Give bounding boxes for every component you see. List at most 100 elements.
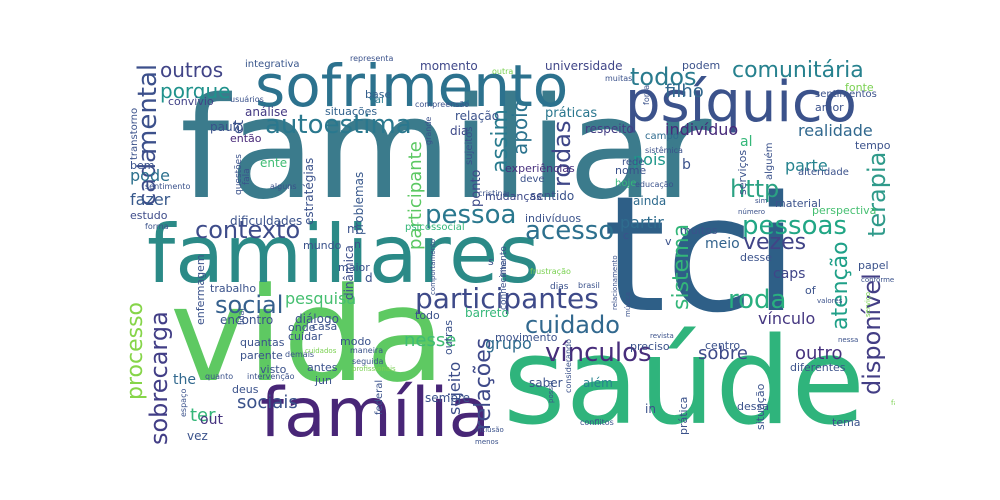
- word-considerando: considerando: [564, 339, 573, 393]
- word-d: d: [365, 271, 373, 285]
- word-c: c: [623, 229, 630, 242]
- word-deve: deve: [520, 174, 545, 185]
- word-revista: revista: [650, 332, 674, 340]
- word-s: s: [488, 255, 494, 268]
- word-contexto: contexto: [195, 216, 301, 244]
- word-in: in: [645, 402, 656, 416]
- word-social: social: [215, 291, 284, 319]
- word-sentimentos: sentimentos: [815, 89, 877, 100]
- word-entao: então: [230, 132, 262, 145]
- word-integrativa: integrativa: [245, 59, 300, 70]
- word-brasil: brasil: [578, 281, 600, 290]
- word-familiar: familiar: [180, 68, 712, 231]
- word-nome: nome: [615, 164, 647, 177]
- word-educacao: educação: [635, 180, 674, 189]
- word-bem: bem: [130, 159, 155, 172]
- word-podem: podem: [682, 59, 721, 72]
- word-et: et: [231, 119, 247, 134]
- word-individuo: indivíduo: [665, 120, 739, 139]
- word-seguida: seguida: [352, 357, 384, 366]
- word-encontro: encontro: [220, 313, 274, 327]
- word-of: of: [805, 284, 816, 297]
- word-papel: papel: [858, 259, 889, 272]
- word-quanto: quanto: [205, 372, 234, 381]
- word-atencao: atenção: [828, 241, 853, 330]
- word-acesso: acesso: [525, 216, 615, 246]
- word-analise: análise: [245, 105, 288, 119]
- word-conforme: conforme: [861, 276, 895, 284]
- word-situacoes: situações: [325, 105, 378, 118]
- word-campo: campo: [645, 131, 679, 142]
- word-fala: fala: [242, 168, 252, 185]
- word-servico: serviço: [864, 291, 872, 317]
- word-sistemica: sistêmica: [645, 146, 683, 155]
- word-outras: outras: [442, 319, 455, 355]
- word-possui: possui: [547, 380, 555, 403]
- word-sempre: sempre: [425, 391, 470, 405]
- word-todos: todos: [630, 63, 697, 91]
- word-conflitos: conflitos: [580, 418, 614, 427]
- word-dia: dia: [450, 124, 469, 138]
- word-caps: caps: [773, 266, 806, 282]
- word-preciso: preciso: [630, 340, 670, 353]
- word-vinculo: vínculo: [758, 309, 816, 328]
- word-antes: antes: [307, 361, 338, 374]
- word-estudo: estudo: [130, 209, 168, 222]
- word-casa: casa: [312, 320, 338, 333]
- word-sentimento: sentimento: [145, 182, 191, 191]
- word-sofrimento: sofrimento: [255, 55, 569, 120]
- word-terapia: terapia: [863, 151, 891, 237]
- word-conhecimento: conhecimento: [499, 246, 509, 310]
- word-fonte: fonte: [845, 81, 874, 94]
- word-alguem: alguém: [764, 142, 775, 181]
- word-tempo: tempo: [855, 139, 891, 152]
- word-alem: além: [583, 376, 613, 390]
- word-ter: ter: [190, 405, 216, 426]
- word-pratica: prática: [677, 396, 690, 435]
- word-cuidado: cuidado: [525, 311, 620, 339]
- word-filha: filha: [499, 259, 508, 277]
- word-psicossocial: psicossocial: [405, 222, 465, 233]
- word-hoje: hoje: [615, 178, 637, 189]
- word-perspectiva: perspectiva: [812, 204, 877, 217]
- word-fazer: fazer: [130, 190, 171, 209]
- word-nessa: nessa: [838, 336, 859, 344]
- word-servicos: serviços: [736, 149, 749, 195]
- word-sujeitos: sujeitos: [464, 126, 475, 165]
- word-mudancas: mudanças: [485, 190, 542, 203]
- word-vinculos: vínculos: [545, 338, 652, 368]
- word-estrategias: estratégias: [302, 157, 316, 225]
- word-ente: ente: [260, 156, 288, 170]
- word-partir: partir: [620, 213, 664, 232]
- word-transtorno: transtorno: [129, 107, 140, 160]
- word-muitas: muitas: [605, 74, 633, 83]
- word-parte: parte: [785, 156, 828, 175]
- word-http: http: [730, 175, 780, 203]
- word-sentido: sentido: [530, 189, 575, 203]
- word-paulo: paulo: [210, 120, 244, 134]
- word-alteridade: alteridade: [798, 167, 849, 178]
- word-frustracao: frustração: [530, 267, 571, 276]
- word-parente: parente: [240, 349, 283, 362]
- word-roda: roda: [728, 285, 787, 315]
- word-cristina: cristina: [478, 189, 508, 198]
- word-dessa: dessa: [737, 400, 769, 413]
- word-processo: processo: [125, 301, 148, 400]
- word-saber: saber: [529, 376, 563, 390]
- word-sociais: sociais: [237, 392, 298, 413]
- word-m: m: [347, 222, 359, 236]
- word-muitos: muitos: [680, 224, 718, 237]
- word-individuos: indivíduos: [525, 212, 582, 225]
- word-cloud: familiar tci vida saúde familiares famíl…: [125, 55, 895, 445]
- word-n: n: [354, 238, 361, 251]
- word-movimento: movimento: [495, 331, 558, 344]
- word-pesquisa: pesquisa: [285, 289, 357, 308]
- word-profissionais: profissionais: [352, 365, 396, 373]
- word-participante: participante: [405, 141, 426, 250]
- word-lidar: lidar: [237, 307, 246, 325]
- word-sujeito: sujeito: [445, 361, 464, 415]
- word-modo: modo: [340, 335, 372, 348]
- word-vida: vida: [170, 259, 446, 411]
- word-sim: sim: [755, 197, 768, 205]
- word-nesse: nesse: [404, 330, 457, 351]
